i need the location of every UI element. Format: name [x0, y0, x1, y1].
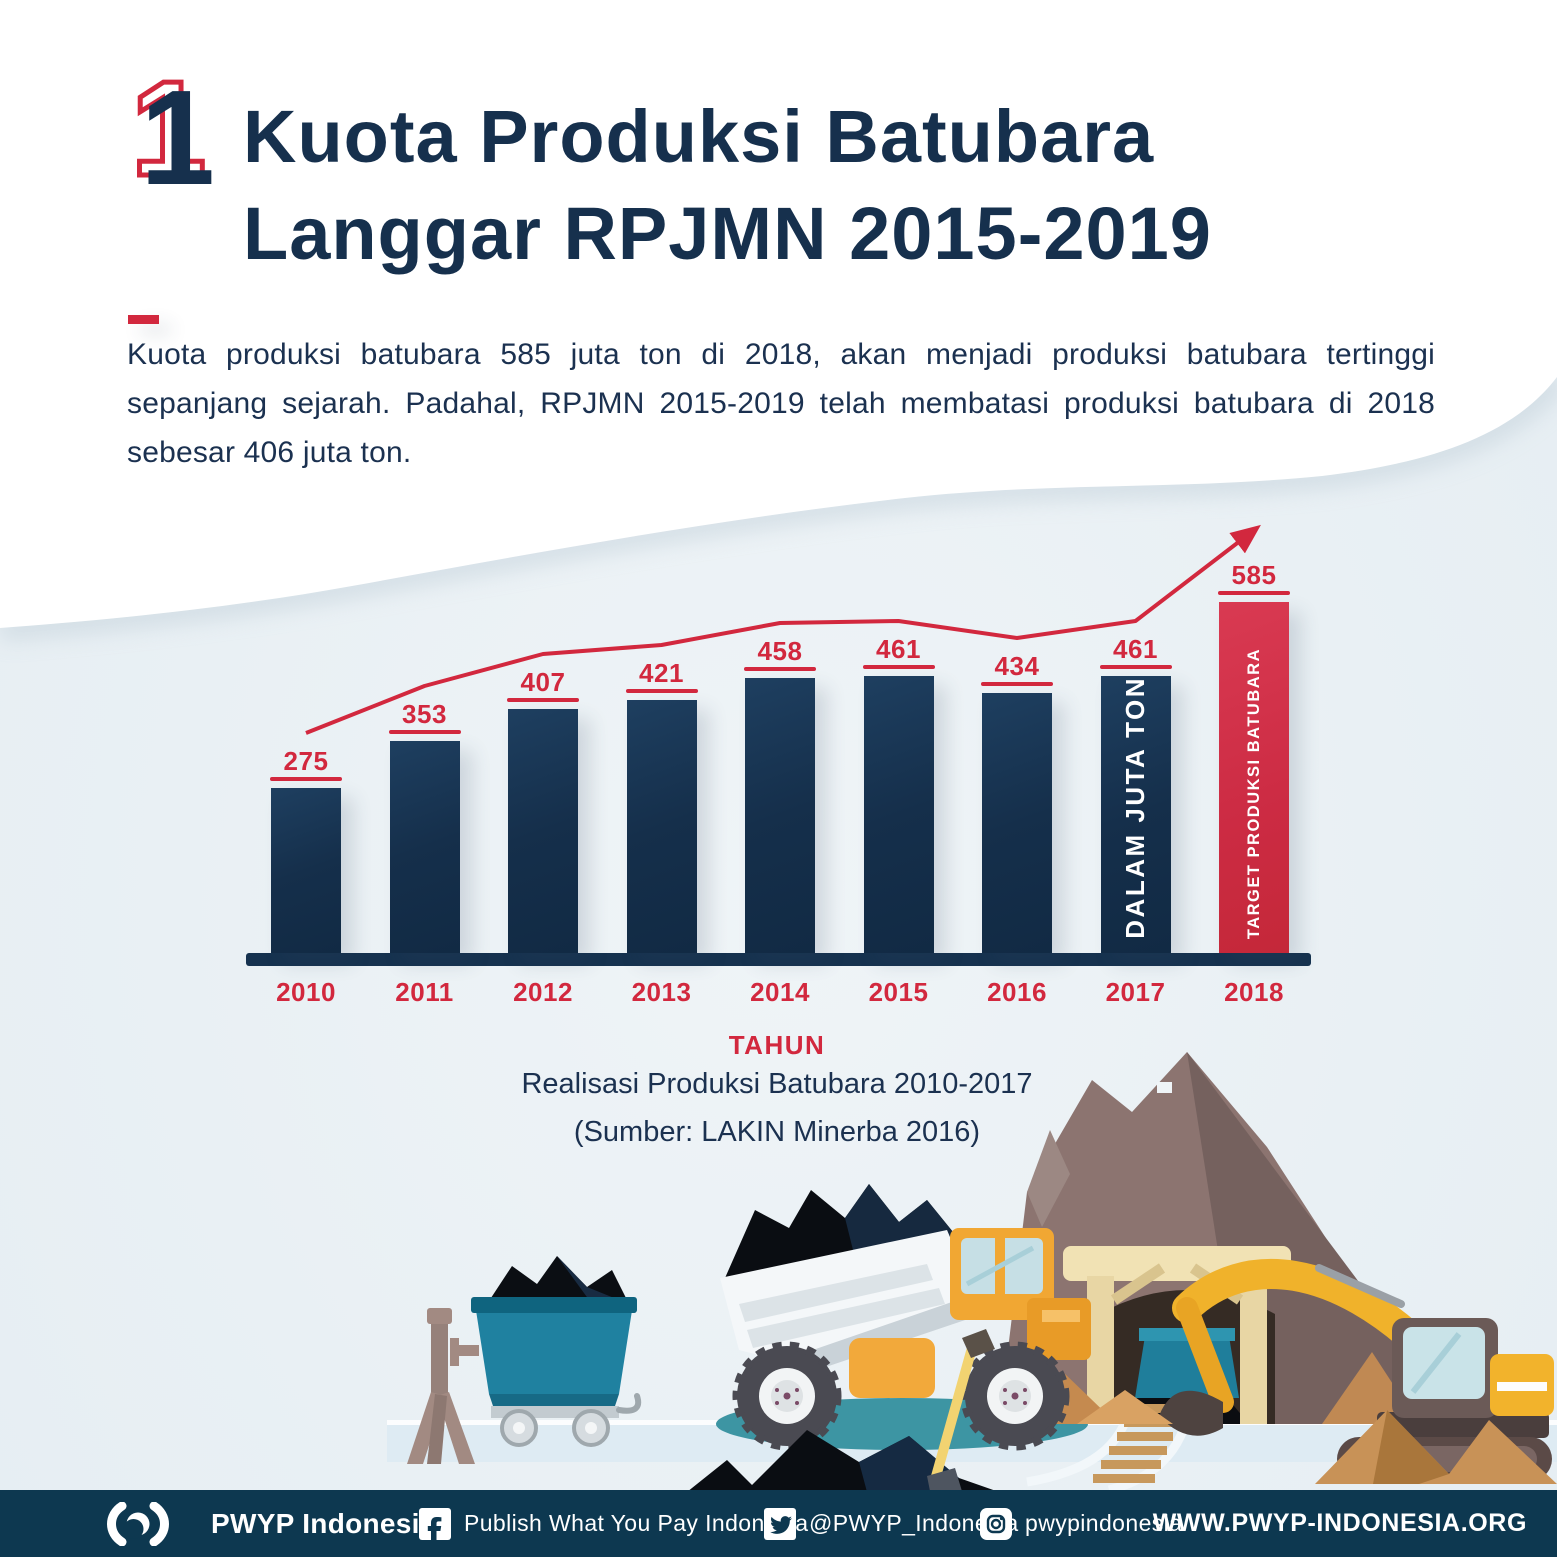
- value-underline: [744, 667, 816, 671]
- value-label-2010: 275: [283, 746, 329, 776]
- year-label-2013: 2013: [631, 977, 692, 1007]
- bar-2013: [626, 700, 697, 953]
- brand: PWYP Indonesia: [98, 1490, 436, 1557]
- section-number-outline: 1: [128, 53, 208, 204]
- target-bar-label: TARGET PRODUKSI BATUBARA: [1244, 647, 1263, 939]
- intro-paragraph: Kuota produksi batubara 585 juta ton di …: [127, 338, 1435, 469]
- bar-2017: DALAM JUTA TON: [1100, 676, 1171, 953]
- facebook-handle: Publish What You Pay Indonesia: [464, 1510, 809, 1536]
- page-title-line1: Kuota Produksi Batubara: [243, 95, 1155, 178]
- value-underline: [981, 682, 1053, 686]
- divider-red-bar: [128, 315, 159, 324]
- x-axis-line: [246, 953, 1311, 966]
- brand-name: PWYP Indonesia: [211, 1507, 436, 1539]
- year-label-2016: 2016: [987, 977, 1047, 1007]
- facebook-icon: [419, 1507, 451, 1540]
- value-label-2013: 421: [639, 658, 684, 688]
- bar-2010: [271, 788, 341, 953]
- facebook-item: Publish What You Pay Indonesia: [419, 1490, 808, 1557]
- value-label-2018: 585: [1231, 560, 1277, 590]
- x-axis-title: TAHUN: [728, 1030, 826, 1060]
- value-label-2017: 461: [1113, 634, 1158, 664]
- bar-2016: [982, 693, 1052, 953]
- dump-truck: [716, 1184, 1173, 1451]
- value-label-2015: 461: [876, 634, 921, 664]
- year-label-2011: 2011: [395, 977, 454, 1007]
- section-number: 1 1: [128, 53, 216, 213]
- value-underline: [1099, 665, 1172, 669]
- truck-wheel: [732, 1341, 842, 1451]
- chart-source: (Sumber: LAKIN Minerba 2016): [573, 1116, 981, 1148]
- value-label-2014: 458: [757, 636, 803, 666]
- value-underline: [507, 698, 579, 702]
- year-label-2018: 2018: [1224, 977, 1284, 1007]
- excavator: [1159, 1258, 1557, 1484]
- website-url: WWW.PWYP-INDONESIA.ORG: [1152, 1509, 1527, 1537]
- unit-bar-label: DALAM JUTA TON: [1120, 676, 1150, 939]
- value-label-2011: 353: [402, 699, 447, 729]
- year-label-2012: 2012: [513, 977, 573, 1007]
- twitter-icon: [764, 1507, 796, 1540]
- year-label-2017: 2017: [1105, 977, 1166, 1007]
- value-label-2012: 407: [520, 667, 566, 697]
- instagram-handle: pwypindonesia: [1025, 1510, 1183, 1536]
- page-title-line2: Langgar RPJMN 2015-2019: [243, 192, 1212, 275]
- bar-2018: TARGET PRODUKSI BATUBARA: [1219, 602, 1289, 953]
- instagram-icon: [980, 1507, 1012, 1540]
- bar-2012: [508, 709, 578, 953]
- mining-illustration: [387, 1052, 1557, 1492]
- minecart: [471, 1256, 642, 1447]
- value-underline: [625, 689, 698, 693]
- page-title: Kuota Produksi Batubara Langgar RPJMN 20…: [243, 88, 1443, 282]
- truck-wheel: [960, 1341, 1070, 1451]
- footer-bar: PWYP Indonesia Publish What You Pay Indo…: [0, 1490, 1557, 1557]
- instagram-item: pwypindonesia: [980, 1490, 1182, 1557]
- value-underline: [1218, 591, 1290, 595]
- tripod: [407, 1308, 479, 1464]
- pwyp-logo-icon: [107, 1501, 169, 1546]
- shovel: [927, 1329, 995, 1492]
- title-divider: [128, 315, 159, 324]
- bar-2014: [745, 678, 815, 953]
- value-underline: [270, 777, 342, 781]
- year-label-2014: 2014: [750, 977, 810, 1007]
- bar-2015: [863, 676, 934, 953]
- year-label-2015: 2015: [868, 977, 929, 1007]
- bar-2011: [389, 741, 460, 953]
- chart-caption: Realisasi Produksi Batubara 2010-2017: [521, 1068, 1033, 1100]
- value-underline: [388, 730, 461, 734]
- year-label-2010: 2010: [276, 977, 336, 1007]
- value-underline: [862, 665, 935, 669]
- value-label-2016: 434: [994, 651, 1040, 681]
